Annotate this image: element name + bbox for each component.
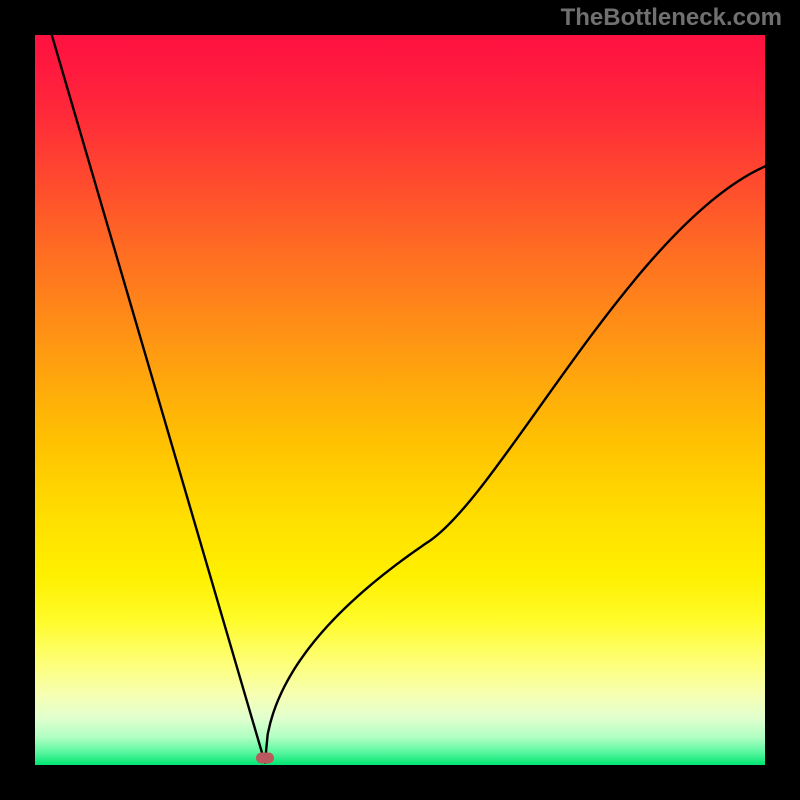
watermark-text: TheBottleneck.com xyxy=(561,4,782,32)
optimum-marker xyxy=(256,752,274,763)
plot-area xyxy=(35,35,765,765)
bottleneck-curve xyxy=(52,35,765,763)
curve-layer xyxy=(35,35,765,765)
figure-root: TheBottleneck.com xyxy=(0,0,800,800)
